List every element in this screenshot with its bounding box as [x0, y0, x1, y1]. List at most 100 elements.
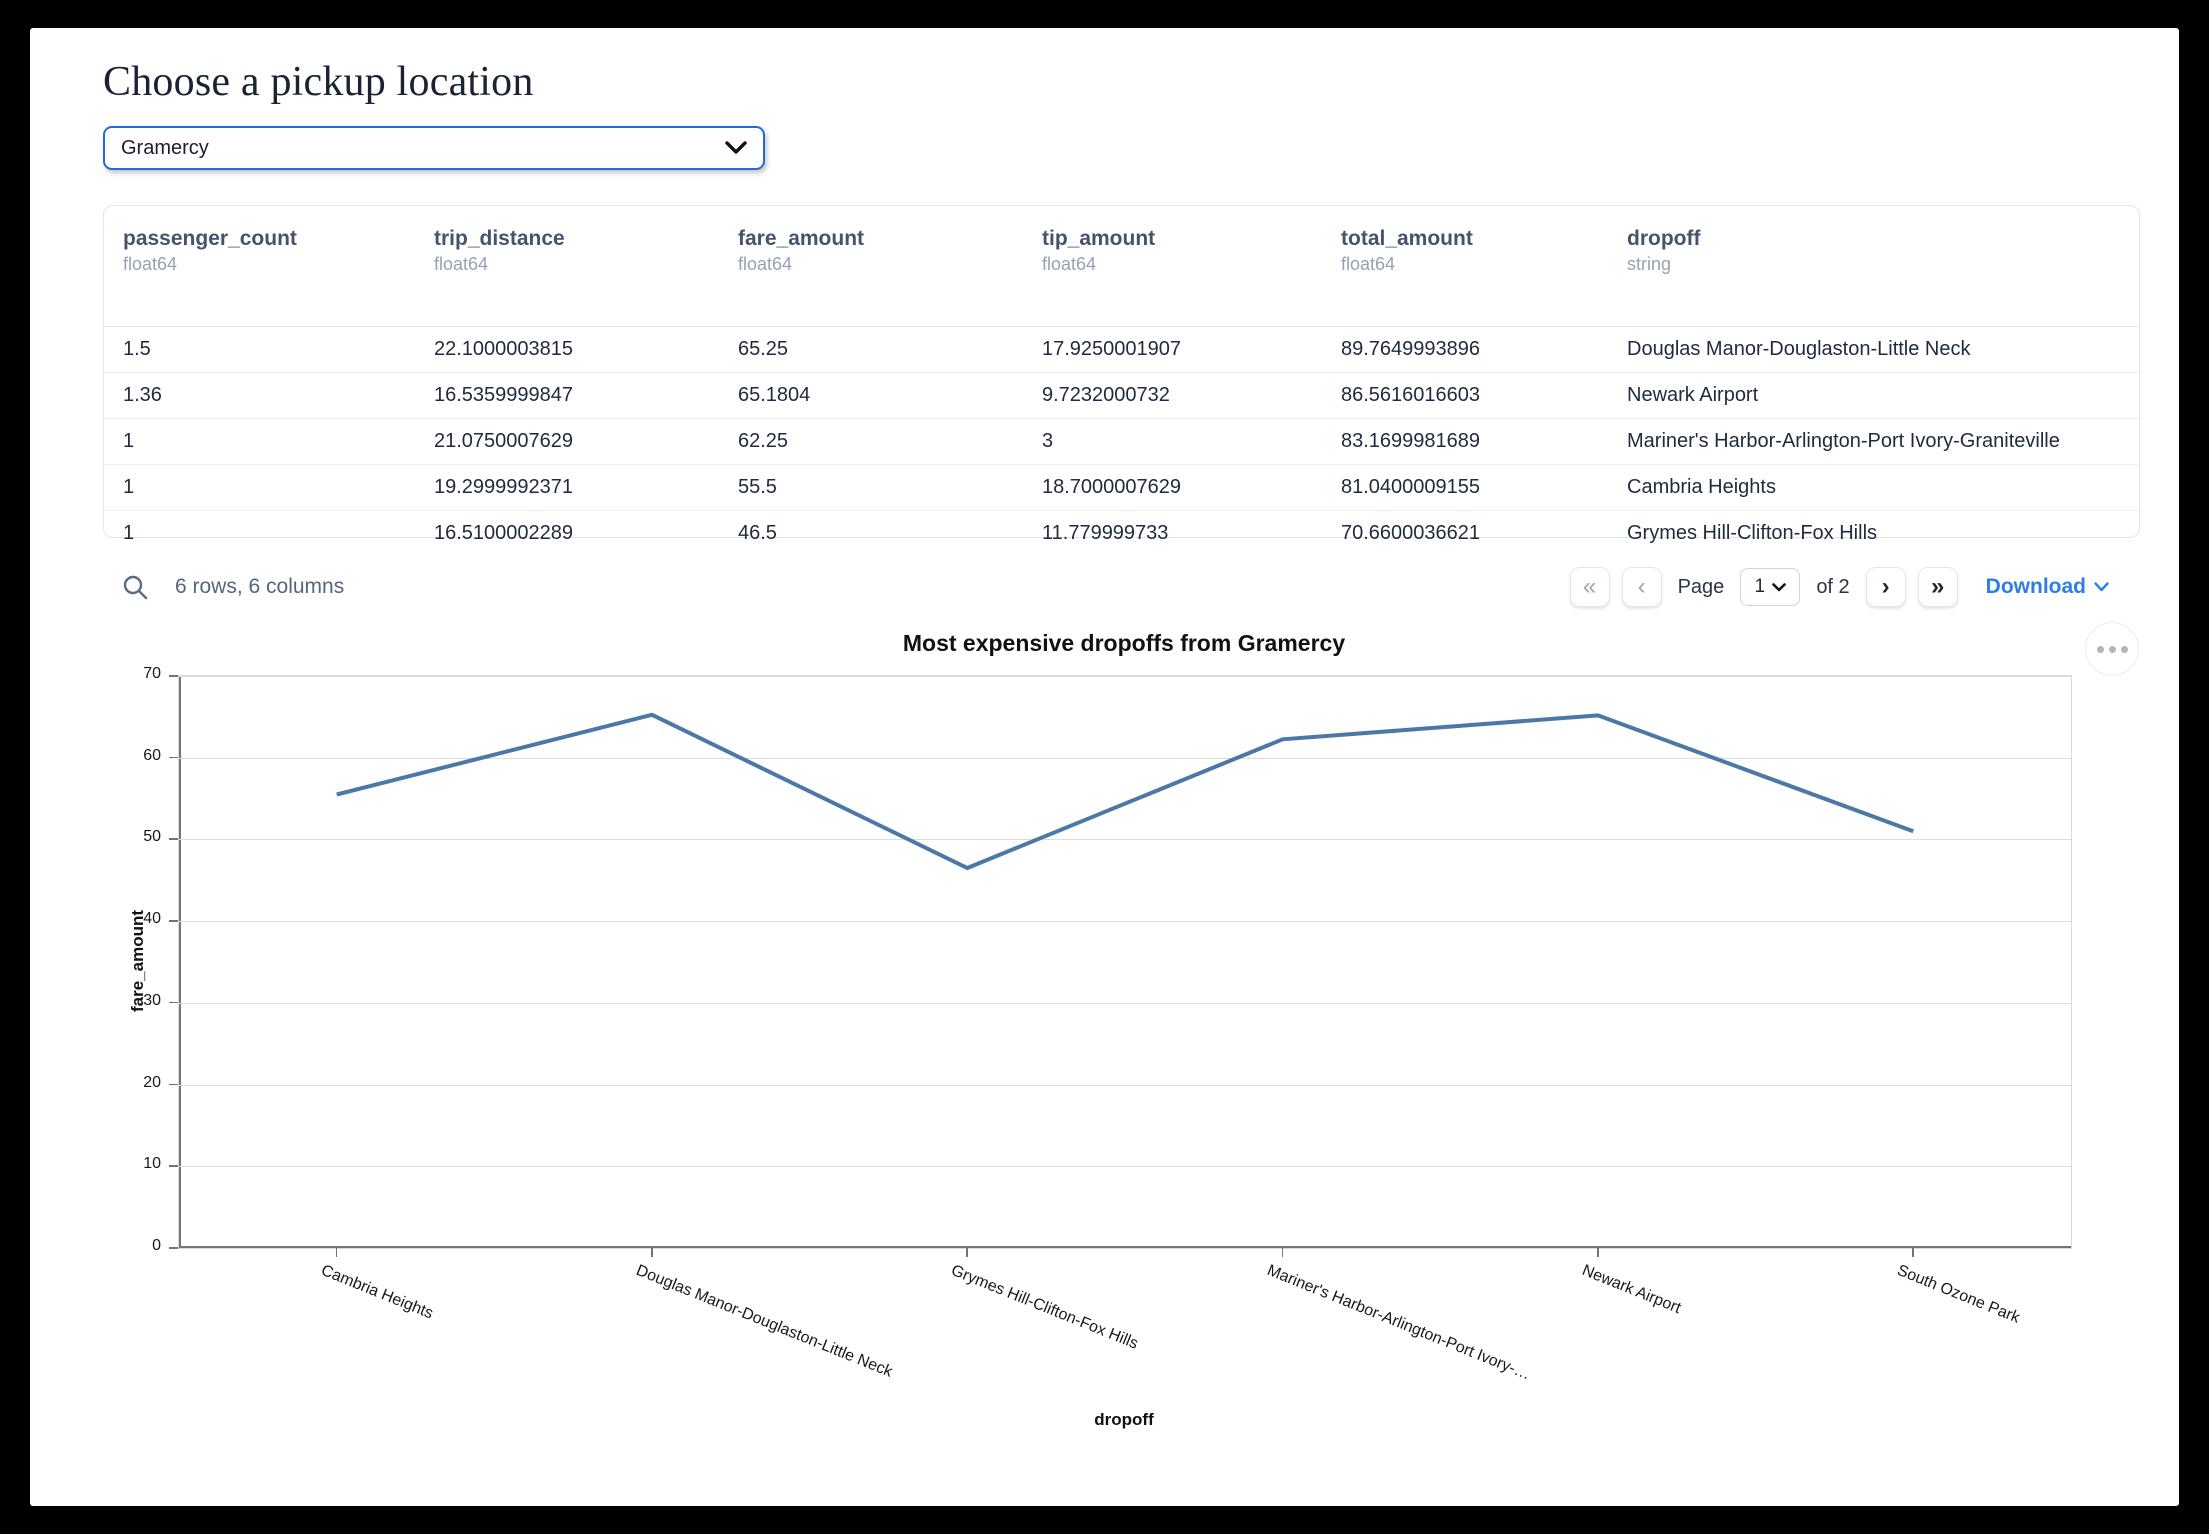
table-cell: 1 — [104, 464, 415, 511]
table-cell: 22.1000003815 — [415, 326, 719, 373]
gridline — [179, 1084, 2071, 1086]
chevron-right-icon: › — [1881, 573, 1890, 600]
chevron-down-icon — [725, 141, 747, 155]
chevron-left-icon: ‹ — [1637, 573, 1646, 600]
y-axis-tick-label: 60 — [143, 746, 161, 764]
table-cell: 21.0750007629 — [415, 418, 719, 465]
line-chart-plot-area — [178, 675, 2072, 1249]
x-axis-tick — [1912, 1248, 1914, 1257]
column-name: fare_amount — [738, 227, 865, 250]
x-axis-tick-label: Douglas Manor-Douglaston-Little Neck — [633, 1262, 895, 1381]
gridline — [179, 676, 2071, 677]
table-cell: 1 — [123, 522, 135, 544]
column-name: tip_amount — [1042, 227, 1156, 250]
page-of-label: of 2 — [1816, 575, 1850, 598]
column-header-dropoff[interactable]: dropoff string — [1608, 206, 2139, 327]
y-axis-tick-label: 70 — [143, 665, 161, 682]
last-page-button[interactable]: » — [1917, 567, 1958, 607]
table-cell: 46.5 — [738, 522, 777, 544]
x-axis-tick — [651, 1248, 653, 1257]
table-cell: 1.36 — [104, 372, 415, 419]
x-axis-title: dropoff — [1094, 1410, 1154, 1429]
table-cell: Grymes Hill-Clifton-Fox Hills — [1627, 522, 1878, 544]
table-cell: 62.25 — [719, 418, 1023, 465]
gridline — [179, 1166, 2071, 1168]
table-cell: 16.5100002289 — [434, 522, 574, 544]
table-cell: 17.9250001907 — [1023, 326, 1322, 373]
y-axis-tick-label: 10 — [143, 1155, 161, 1173]
search-icon[interactable] — [122, 574, 149, 601]
table-row[interactable]: 1.5 22.1000003815 65.25 17.9250001907 89.764… — [104, 326, 2139, 373]
column-dtype: float64 — [123, 254, 178, 275]
first-page-button[interactable]: « — [1569, 567, 1610, 607]
table-row[interactable]: 1 21.0750007629 62.25 3 83.1699981689 Mariner… — [104, 418, 2139, 465]
table-cell: Newark Airport — [1608, 372, 2139, 419]
chevron-down-icon — [2094, 582, 2109, 592]
next-page-button[interactable]: › — [1865, 567, 1906, 607]
ellipsis-icon — [2096, 645, 2104, 653]
table-cell: 1 — [104, 418, 415, 465]
pickup-location-select[interactable]: Gramercy — [103, 126, 765, 170]
table-cell: 86.5616016603 — [1322, 372, 1608, 419]
column-header-fare_amount[interactable]: fare_amount float64 — [719, 206, 1023, 327]
page-number-value: 1 — [1754, 576, 1766, 597]
table-cell: 81.0400009155 — [1322, 464, 1608, 511]
gridline — [179, 921, 2071, 923]
y-axis-tick — [169, 675, 178, 677]
table-cell: 70.6600036621 — [1341, 522, 1481, 544]
y-axis-tick — [169, 1001, 178, 1004]
table-cell: Douglas Manor-Douglaston-Little Neck — [1608, 326, 2139, 373]
download-button[interactable]: Download — [1986, 575, 2109, 599]
table-row[interactable]: 1 16.5100002289 46.5 11.779999733 70.6600036… — [104, 511, 2139, 557]
column-header-passenger_count[interactable]: passenger_count float64 — [104, 206, 415, 327]
y-axis-tick-label: 20 — [143, 1073, 161, 1091]
table-cell: 16.5359999847 — [415, 372, 719, 419]
x-axis-line — [179, 1246, 2071, 1248]
column-header-total_amount[interactable]: total_amount float64 — [1322, 206, 1608, 327]
table-cell: 3 — [1023, 418, 1322, 465]
x-axis-tick — [1597, 1248, 1599, 1257]
gridline — [179, 1002, 2071, 1004]
column-dtype: float64 — [1341, 254, 1396, 275]
x-axis-tick-label: Grymes Hill-Clifton-Fox Hills — [948, 1262, 1141, 1353]
table-cell: 55.5 — [719, 464, 1023, 511]
download-label: Download — [1985, 575, 2086, 598]
x-axis-tick-label: Mariner's Harbor-Arlington-Port Ivory-… — [1264, 1262, 1533, 1384]
column-name: trip_distance — [434, 227, 565, 250]
table-row[interactable]: 1.36 16.5359999847 65.1804 9.7232000732 86.5… — [104, 372, 2139, 419]
app-canvas: Choose a pickup location Gramercy passen… — [30, 28, 2179, 1506]
pickup-location-value: Gramercy — [121, 136, 209, 159]
table-cell: Cambria Heights — [1608, 464, 2139, 511]
column-header-tip_amount[interactable]: tip_amount float64 — [1023, 206, 1322, 327]
table-cell: 65.25 — [719, 326, 1023, 373]
gridline — [179, 757, 2071, 759]
page-label: Page — [1677, 575, 1725, 598]
x-axis-tick-label: South Ozone Park — [1894, 1262, 2023, 1327]
y-axis-tick — [169, 920, 178, 922]
column-name: passenger_count — [123, 227, 297, 250]
page-title: Choose a pickup location — [103, 59, 534, 105]
column-header-trip_distance[interactable]: trip_distance float64 — [415, 206, 719, 327]
table-cell: 1.5 — [104, 326, 415, 373]
table-cell: 89.7649993896 — [1322, 326, 1608, 373]
y-axis-tick — [169, 838, 178, 840]
table-cell: Mariner's Harbor-Arlington-Port Ivory-Gr… — [1608, 418, 2139, 465]
column-dtype: float64 — [434, 254, 489, 275]
column-name: total_amount — [1341, 227, 1473, 250]
column-dtype: float64 — [738, 254, 793, 275]
y-axis-tick-label: 40 — [143, 910, 161, 928]
y-axis-tick-label: 0 — [152, 1237, 161, 1254]
fare-amount-line-series — [336, 712, 1914, 871]
chart-options-button[interactable] — [2085, 622, 2139, 676]
previous-page-button[interactable]: ‹ — [1621, 567, 1662, 607]
table-row[interactable]: 1 19.2999992371 55.5 18.7000007629 81.040000… — [104, 464, 2139, 511]
table-footer: 6 rows, 6 columns « ‹ Page 1 of 2 › » Do… — [122, 562, 2109, 612]
y-axis-line — [179, 676, 181, 1248]
table-body: 1.5 22.1000003815 65.25 17.9250001907 89.764… — [104, 326, 2139, 557]
page-number-select[interactable]: 1 — [1740, 568, 1801, 606]
y-axis-tick — [169, 756, 178, 759]
